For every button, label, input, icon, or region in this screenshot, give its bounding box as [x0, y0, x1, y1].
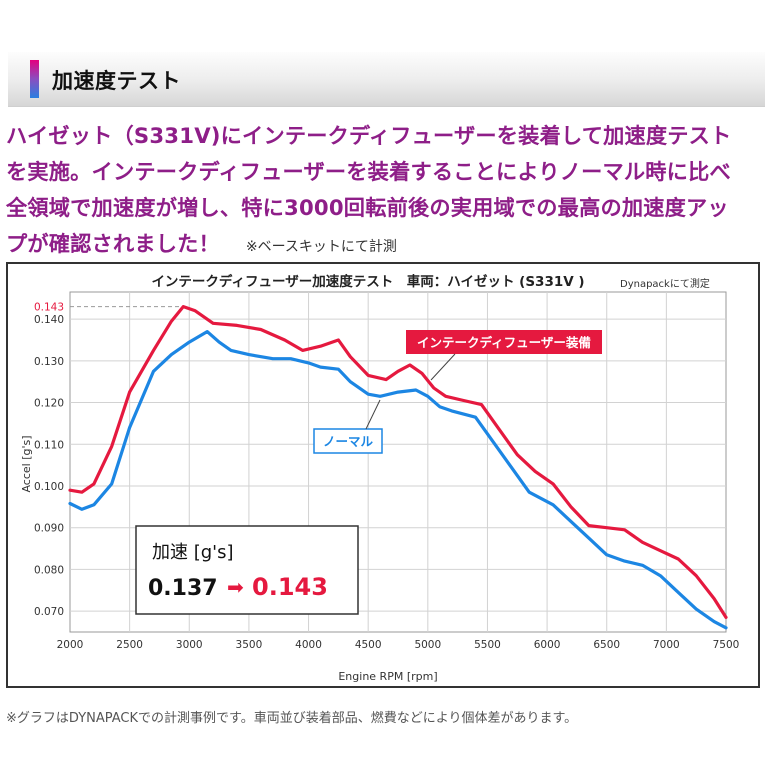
section-accent-bar [30, 60, 39, 98]
x-tick-label: 2500 [116, 639, 143, 651]
y-axis-label: Accel [g's] [20, 435, 33, 492]
legend-box-normal [313, 428, 383, 454]
legend-pointer-diffuser [430, 353, 456, 381]
intro-text: ハイゼット（S331V)にインテークディフューザーを装着して加速度テスト を実施… [6, 118, 764, 265]
series-lines [68, 305, 728, 630]
intro-line-4: プが確認されました！ ※ベースキットにて計測 [6, 226, 764, 265]
chart-title: インテークディフューザー加速度テスト 車両：ハイゼット (S331V ) [151, 273, 584, 290]
footnote: ※グラフはDYNAPACKでの計測事例です。車両並び装着部品、燃費などにより個体… [6, 711, 578, 726]
x-axis-label: Engine RPM [rpm] [338, 670, 437, 683]
x-tick-label: 3500 [236, 639, 263, 651]
legend-label-normal: ノーマル [323, 434, 374, 449]
section-header: 加速度テスト [8, 52, 765, 107]
y-tick-label: 0.110 [34, 439, 64, 451]
chart-frame: 2000 2500 3000 3500 4000 4500 5000 5500 6000 6500… [6, 262, 760, 688]
callout-after-value: 0.143 [252, 573, 328, 601]
x-tick-label: 4000 [295, 639, 322, 651]
section-title: 加速度テスト [52, 69, 181, 93]
intro-line-3: 全領域で加速度が増し、特に3000回転前後の実用域での最高の加速度アッ [6, 195, 729, 220]
measurement-note: Dynapackにて測定 [620, 277, 710, 290]
callout-before-value: 0.137 [148, 576, 218, 601]
x-tick-label: 2000 [57, 639, 84, 651]
intro-line-4-text: プが確認されました！ [6, 231, 220, 256]
y-tick-label: 0.120 [34, 398, 64, 410]
legend-pointer-normal [365, 399, 381, 430]
legend-box-diffuser [406, 330, 602, 354]
x-tick-label: 6000 [534, 639, 561, 651]
y-tick-label: 0.090 [34, 523, 64, 535]
series-line-normal [68, 330, 728, 630]
y-tick-label: 0.070 [34, 606, 64, 618]
legend-label-diffuser: インテークディフューザー装備 [417, 335, 591, 350]
y-tick-label: 0.100 [34, 481, 64, 493]
x-tick-label: 7500 [713, 639, 740, 651]
intro-line-2: を実施。インテークディフューザーを装着することによりノーマル時に比べ [6, 159, 731, 184]
x-tick-label: 3000 [176, 639, 203, 651]
chart-annotations: インテークディフューザー装備 ノーマル 加速 [g's] 0.137 ➡ 0.1… [135, 330, 602, 615]
callout-arrow: ➡ [227, 575, 244, 599]
intro-line-1: ハイゼット（S331V)にインテークディフューザーを装着して加速度テスト [6, 123, 732, 148]
acceleration-chart: 2000 2500 3000 3500 4000 4500 5000 5500 6000 6500… [20, 273, 739, 683]
x-tick-label: 5500 [474, 639, 501, 651]
callout-label: 加速 [g's] [152, 542, 234, 563]
x-tick-label: 7000 [653, 639, 680, 651]
series-line-diffuser [68, 305, 728, 619]
y-tick-label: 0.130 [34, 356, 64, 368]
x-tick-label: 5000 [414, 639, 441, 651]
peak-tick-label: 0.143 [34, 302, 64, 314]
axis-ticks: 2000 2500 3000 3500 4000 4500 5000 5500 6000 6500… [34, 302, 739, 651]
y-tick-label: 0.080 [34, 564, 64, 576]
x-tick-label: 6500 [593, 639, 620, 651]
base-kit-note: ※ベースキットにて計測 [245, 239, 397, 255]
callout-box [135, 525, 359, 615]
x-tick-label: 4500 [355, 639, 382, 651]
y-tick-label: 0.140 [34, 314, 64, 326]
